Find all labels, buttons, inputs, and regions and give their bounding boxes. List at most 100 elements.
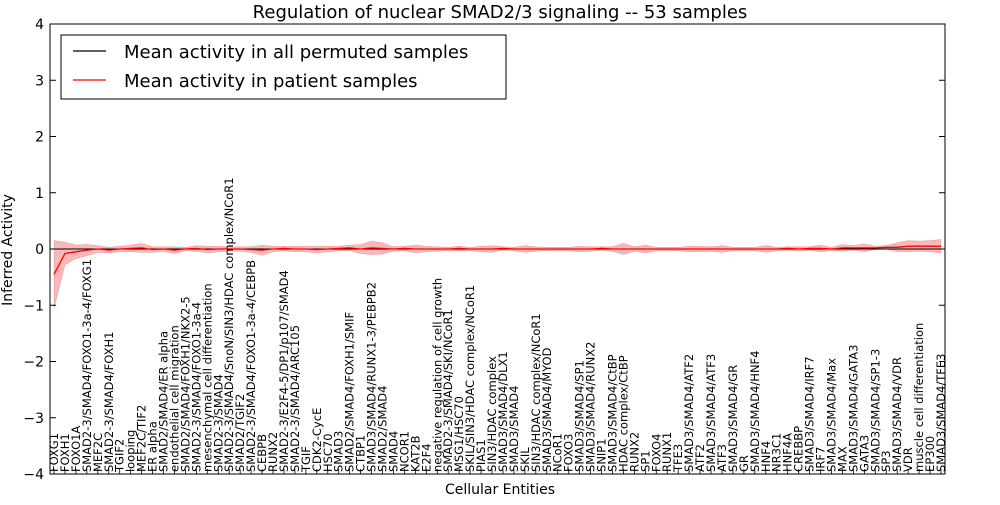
y-tick-label: −3 [23,411,44,427]
x-tick-label: SIN3/HDAC complex/NCoR1 [529,313,543,472]
x-tick-label: MSG1/HSC70 [452,396,466,472]
x-tick-label: PIAS1 [474,439,488,472]
x-tick-label: SMAD2-3/SMAD4 [211,374,225,472]
x-tick-label: SMAD2-3/SMAD4/SKI/NCoR1 [441,309,455,472]
x-tick-label: IRF7 [814,447,828,472]
y-tick-label: 0 [35,242,44,258]
legend-label-permuted: Mean activity in all permuted samples [124,42,468,63]
x-tick-label: SMAD3/SMAD4 [507,386,521,472]
x-tick-label: E2F4 [419,443,433,472]
x-tick-label: MEF2C [91,433,105,472]
x-tick-label: ATF3 [715,444,729,472]
x-tick-label: SMAD2/SMAD4/FOXH1/SMIF [343,312,357,472]
x-tick-label: FOXO3 [562,434,576,472]
x-tick-label: RUNX1 [660,432,674,472]
x-tick-label: mesenchymal cell differentiation [200,283,214,472]
x-tick-label: RUNX2 [627,432,641,472]
x-tick-label: negative regulation of cell growth [430,278,444,472]
patient-confidence-band [53,239,942,309]
x-tick-label: VDR [901,447,915,472]
y-tick-label: −2 [23,355,44,371]
x-tick-label: SMAD2-3/SMAD4/SnoN/SIN3/HDAC complex/NCo… [222,177,236,472]
x-tick-label: SNIP1 [595,438,609,472]
x-axis-label: Cellular Entities [445,482,555,498]
x-tick-label: CDK2-CycE [310,408,324,472]
x-tick-label: MAX [835,446,849,472]
x-tick-label: FOXO4 [649,434,663,472]
x-tick-label: GATA3 [857,435,871,472]
x-tick-label: ER alpha [146,421,160,472]
x-tick-label: SMAD2-3/SMAD4/FOXH1 [102,332,116,473]
chart-title: Regulation of nuclear SMAD2/3 signaling … [253,2,748,23]
x-tick-label: FOXH1 [58,433,72,472]
x-tick-label: NCOR1 [397,431,411,472]
x-tick-label: SIN3/HDAC complex [485,356,499,472]
x-tick-label: SMAD2/SMAD4/ER alpha [157,331,171,472]
x-tick-label: SMAD3/SMAD4/GR [726,365,740,472]
y-tick-label: 4 [35,17,44,33]
x-tick-label: KAT2B [408,435,422,472]
x-tick-label: SMAD3/SMAD4/GATA3 [846,345,860,472]
x-tick-label: HSC70 [321,433,335,472]
x-tick-label: ATF2 [693,444,707,472]
x-tick-label: TGIF [299,446,313,473]
x-tick-label: SMAD2/SMAD4/FOXH1/NKX2-5 [178,296,192,472]
y-tick-label: −4 [23,467,44,483]
x-tick-label: SMAD2-3/SMAD4/ARC105 [288,325,302,472]
x-tick-label: CEBPB [255,434,269,472]
x-tick-label: SKIL [518,447,532,472]
x-tick-label: SMAD3/SMAD4/Max [825,358,839,472]
x-tick-label: SKIL/SIN3/HDAC complex/NCoR1 [463,285,477,472]
x-tick-label: SMAD3/SMAD4/SP1-3 [868,349,882,472]
x-tick-label: SMAD3/SMAD4/DLX1 [496,351,510,472]
x-tick-label: SMAD3/SMAD4/HNF4 [748,351,762,472]
x-tick-label: SMAD3/SMAD4/IRF7 [803,356,817,472]
x-tick-label: CTBP1 [354,435,368,472]
x-tick-label: TGIF2 [113,439,127,473]
x-tick-label: RUNX2 [266,432,280,472]
x-tick-label: SMAD3/SMAD4/MYOD [540,347,554,472]
x-tick-label: TFE3 [671,444,685,473]
x-tick-label: SMAD3/SMAD4/SP1 [573,360,587,472]
series-lines [53,245,941,275]
x-tick-label: SMAD2-3/SMAD4/FOXO1-3a-4/FOXG1 [80,259,94,472]
y-tick-label: 3 [35,73,44,89]
y-axis-label: Inferred Activity [0,194,16,306]
legend-box [60,34,507,100]
x-tick-label: looping [124,430,138,472]
x-tick-label: EP300 [923,436,937,472]
legend: Mean activity in all permuted samples Me… [60,34,507,100]
x-tick-label: NR3C1 [770,433,784,472]
x-tick-label: SMAD3/SMAD4/VDR [890,357,904,472]
y-tick-label: −1 [23,298,44,314]
x-tick-label: SP3 [879,450,893,472]
x-tick-label: SMAD3/SMAD4/RUNX2 [584,342,598,472]
y-tick-label: 1 [35,186,44,202]
legend-label-patient: Mean activity in patient samples [124,71,418,92]
x-tick-label: SMAD2/SMAD4 [376,386,390,472]
y-ticks: 4 3 2 1 0 −1 −2 −3 −4 [23,17,945,483]
x-tick-label: SMAD3/SMAD4/TFE3 [934,354,948,473]
x-tick-label: HNF4A [781,433,795,472]
x-tick-label: MEF2C/TIF2 [135,405,149,472]
x-tick-label: muscle cell differentiation [912,323,926,472]
x-tick-label: endothelial cell migration [168,325,182,472]
confidence-bands [53,239,942,309]
x-tick-label: SMAD4 [387,431,401,472]
x-tick-label: HNF4 [759,441,773,472]
x-tick-label: SMAD3/SMAD4/ATF2 [682,354,696,472]
patient-mean-line [53,245,941,275]
plot-frame [49,23,946,475]
x-tick-label: SMAD3/SMAD4/ATF3 [704,354,718,472]
x-tick-label: SMAD3 [332,431,346,472]
x-tick-label: HDAC complex/CtBP [616,355,630,472]
x-tick-label: SMAD2/TGIF2 [233,394,247,472]
x-tick-label: NCoR1 [551,433,565,472]
x-tick-label: SMAD2-3/E2F4-5/DP1/p107/SMAD4 [277,270,291,472]
x-tick-label: CREBBP [792,426,806,472]
x-tick-label: SMAD2-3/SMAD4/FOXO1-3a-4/CEBPB [244,260,258,472]
x-tick-label: SMAD3/SMAD4/RUNX1-3/PEBPB2 [365,282,379,472]
y-tick-label: 2 [35,130,44,146]
